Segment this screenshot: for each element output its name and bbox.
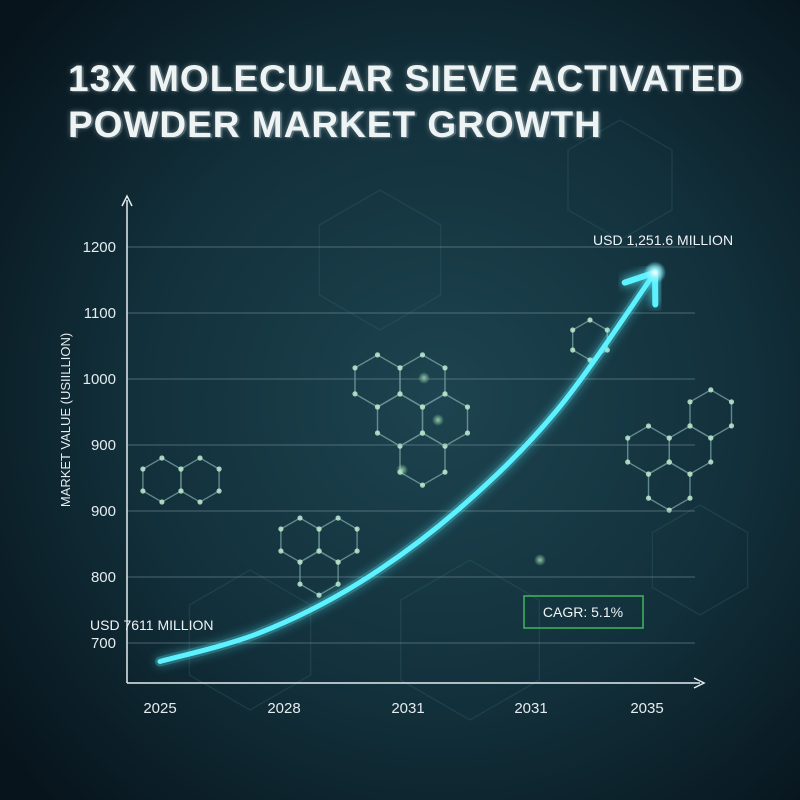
node-dot-decoration — [687, 399, 693, 405]
x-tick-label: 2035 — [630, 700, 663, 717]
node-dot-decoration — [625, 435, 631, 441]
node-dot-decoration — [374, 430, 381, 436]
node-dot-decoration — [197, 455, 203, 461]
node-dot-decoration — [442, 391, 448, 397]
node-dot-decoration — [352, 365, 358, 371]
node-dot-decoration — [728, 423, 735, 429]
large-hexagon-decoration — [318, 189, 442, 331]
node-dot-decoration — [354, 526, 360, 532]
node-dot-decoration — [708, 459, 714, 465]
y-tick-label: 1100 — [84, 305, 116, 322]
x-tick-label: 2031 — [514, 700, 547, 717]
node-dot-decoration — [140, 488, 146, 494]
node-dot-decoration — [374, 404, 381, 410]
node-dot-decoration — [278, 526, 284, 532]
node-dot-decoration — [419, 482, 426, 488]
node-dot-decoration — [397, 365, 403, 371]
node-dot-decoration — [464, 404, 471, 410]
cagr-label: CAGR: 5.1% — [543, 604, 623, 620]
node-dot-decoration — [140, 466, 146, 472]
node-dot-decoration — [216, 488, 222, 494]
node-dot-decoration — [645, 471, 652, 477]
y-tick-label: 1000 — [83, 371, 116, 388]
large-hexagon-decoration — [400, 559, 540, 721]
y-tick-label: 1200 — [83, 239, 116, 256]
node-dot-decoration — [297, 515, 303, 521]
node-dot-decoration — [335, 515, 341, 521]
node-dot-decoration — [666, 459, 672, 465]
y-tick-label: 900 — [91, 503, 116, 520]
node-dot-decoration — [352, 391, 358, 397]
node-dot-decoration — [159, 455, 165, 461]
node-dot-decoration — [645, 495, 652, 501]
node-dot-decoration — [419, 352, 426, 358]
large-hexagon-decoration — [188, 569, 312, 711]
y-axis-label: MARKET VALUE (USIILLION) — [58, 333, 73, 507]
series-line — [157, 270, 658, 664]
node-dot-decoration — [297, 559, 303, 565]
node-dot-decoration — [419, 404, 426, 410]
node-dot-decoration — [687, 423, 693, 429]
end-value-annotation: USD 1,251.6 MILLION — [593, 232, 733, 248]
node-dot-decoration — [316, 592, 322, 598]
large-hexagon-decoration — [567, 119, 673, 241]
start-value-annotation: USD 7611 MILLION — [90, 617, 213, 633]
node-dot-decoration — [442, 365, 448, 371]
glow-dot-decoration — [418, 372, 430, 384]
node-dot-decoration — [316, 526, 322, 532]
node-dot-decoration — [374, 352, 381, 358]
node-dot-decoration — [159, 499, 165, 505]
x-axis-arrow-icon — [693, 677, 706, 689]
node-dot-decoration — [216, 466, 222, 472]
node-dot-decoration — [178, 466, 184, 472]
node-dot-decoration — [419, 430, 426, 436]
node-dot-decoration — [666, 435, 672, 441]
y-axis-arrow-icon — [121, 194, 133, 207]
cagr-box — [523, 595, 644, 629]
y-tick-labels: 700 800 900 900 1000 1100 1200 — [83, 239, 116, 652]
node-dot-decoration — [297, 581, 303, 587]
node-dot-decoration — [587, 317, 593, 323]
node-dot-decoration — [645, 423, 652, 429]
node-dot-decoration — [728, 399, 735, 405]
x-tick-label: 2031 — [391, 700, 424, 717]
node-dot-decoration — [178, 488, 184, 494]
y-tick-label: 900 — [91, 437, 116, 454]
node-dot-decoration — [625, 459, 631, 465]
node-dot-decoration — [708, 435, 714, 441]
grid-lines — [127, 246, 695, 644]
x-tick-label: 2028 — [267, 700, 300, 717]
glow-dot-decoration — [396, 464, 408, 476]
large-hexagon-decoration — [651, 504, 749, 616]
y-tick-label: 800 — [91, 569, 116, 586]
node-dot-decoration — [464, 430, 471, 436]
series-layer — [155, 261, 666, 667]
node-dot-decoration — [397, 391, 403, 397]
node-dot-decoration — [687, 471, 693, 477]
y-tick-label: 700 — [91, 635, 116, 652]
glow-dot-decoration — [432, 414, 444, 426]
node-dot-decoration — [316, 548, 322, 554]
node-dot-decoration — [708, 387, 714, 393]
node-dot-decoration — [687, 495, 693, 501]
node-dot-decoration — [197, 499, 203, 505]
node-dot-decoration — [354, 548, 360, 554]
x-tick-label: 2025 — [143, 700, 176, 717]
glow-dot-decoration — [534, 554, 546, 566]
node-dot-decoration — [570, 347, 576, 353]
node-dot-decoration — [570, 327, 576, 333]
node-dot-decoration — [442, 469, 448, 475]
x-tick-labels: 2025 2028 2031 2031 2035 — [143, 700, 663, 717]
chart-title-line-2: POWDER MARKET GROWTH — [68, 104, 602, 145]
node-dot-decoration — [335, 559, 341, 565]
node-dot-decoration — [335, 581, 341, 587]
node-dot-decoration — [278, 548, 284, 554]
chart-title-line-1: 13X MOLECULAR SIEVE ACTIVATED — [68, 58, 744, 99]
